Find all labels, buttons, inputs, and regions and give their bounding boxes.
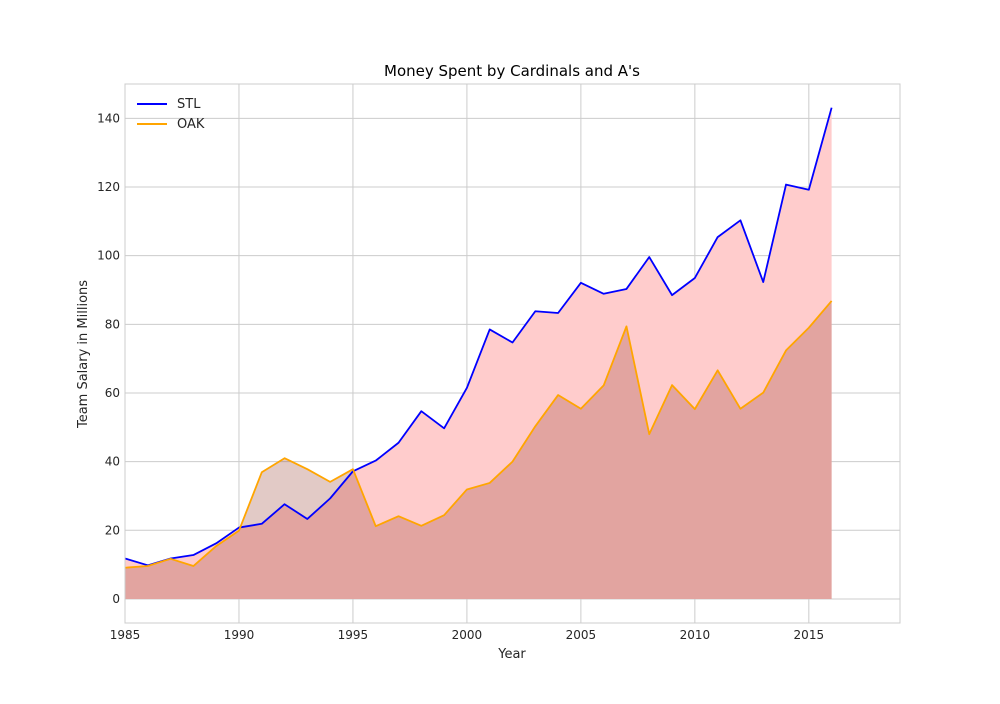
- y-axis-label: Team Salary in Millions: [76, 280, 91, 429]
- y-tick-label: 140: [97, 111, 120, 125]
- oak-area-fill: [125, 300, 832, 599]
- area-fills: [125, 107, 832, 599]
- y-tick-label: 20: [105, 523, 120, 537]
- x-tick-label: 2015: [794, 628, 825, 642]
- y-tick-labels: 0 20 40 60 80 100 120 140: [97, 111, 120, 606]
- legend: STL OAK: [137, 97, 205, 132]
- x-tick-labels: 1985 1990 1995 2000 2005 2010 2015: [110, 628, 824, 642]
- stl-area-fill: [125, 107, 832, 599]
- series-line-oak: [124, 300, 833, 569]
- x-tick-label: 2010: [680, 628, 711, 642]
- y-tick-label: 40: [105, 455, 120, 469]
- x-axis-label: Year: [497, 647, 526, 662]
- series-line-stl: [124, 107, 833, 567]
- x-tick-label: 1995: [338, 628, 369, 642]
- y-tick-label: 80: [105, 317, 120, 331]
- legend-label-stl: STL: [177, 97, 201, 112]
- y-tick-label: 60: [105, 386, 120, 400]
- y-tick-label: 0: [112, 592, 120, 606]
- x-tick-label: 2005: [566, 628, 597, 642]
- chart-title: Money Spent by Cardinals and A's: [384, 62, 640, 80]
- x-tick-label: 1990: [224, 628, 255, 642]
- y-tick-label: 100: [97, 249, 120, 263]
- x-tick-label: 2000: [452, 628, 483, 642]
- series-lines: [124, 107, 833, 569]
- y-tick-label: 120: [97, 180, 120, 194]
- x-tick-label: 1985: [110, 628, 141, 642]
- plot-frame: [124, 83, 901, 624]
- legend-label-oak: OAK: [177, 117, 205, 132]
